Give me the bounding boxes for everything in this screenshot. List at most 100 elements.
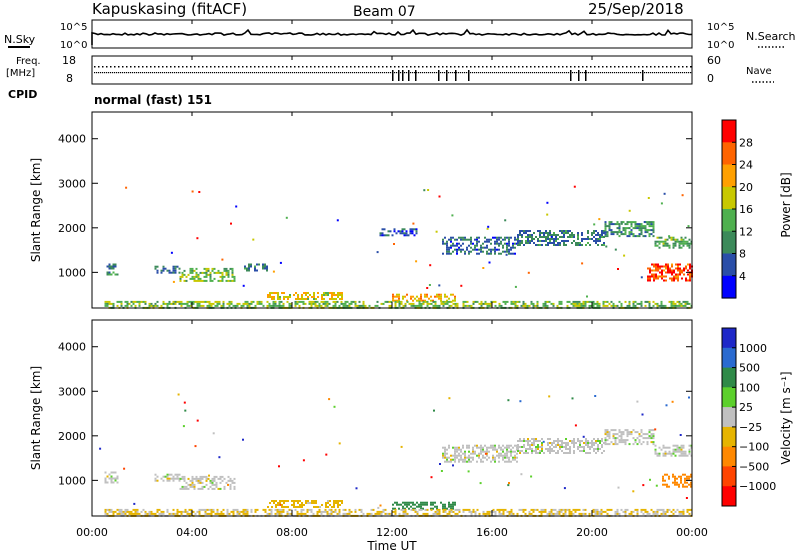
range-gate-cell bbox=[510, 236, 512, 239]
range-gate-cell bbox=[536, 304, 539, 307]
nave-dot bbox=[250, 72, 252, 74]
scatter-gate-cell bbox=[614, 248, 617, 251]
nave-dot bbox=[312, 72, 314, 74]
range-gate-cell bbox=[514, 450, 516, 453]
range-gate-cell bbox=[446, 448, 448, 451]
range-gate-cell bbox=[496, 508, 499, 511]
range-gate-cell bbox=[230, 510, 233, 513]
range-gate-cell bbox=[210, 512, 213, 515]
range-gate-cell bbox=[512, 300, 515, 303]
nave-dot bbox=[674, 72, 676, 74]
range-gate-cell bbox=[383, 234, 386, 237]
range-gate-cell bbox=[563, 234, 565, 236]
range-gate-cell bbox=[298, 512, 301, 515]
range-gate-cell bbox=[215, 483, 218, 486]
scatter-gate-cell bbox=[172, 280, 175, 283]
range-gate-cell bbox=[634, 227, 637, 230]
range-gate-cell bbox=[539, 452, 541, 454]
range-gate-cell bbox=[185, 485, 188, 488]
power-heatmap bbox=[104, 185, 693, 309]
range-gate-cell bbox=[680, 454, 683, 457]
range-gate-cell bbox=[440, 501, 442, 504]
range-gate-cell bbox=[628, 221, 631, 224]
range-gate-cell bbox=[644, 300, 647, 303]
range-gate-cell bbox=[620, 231, 623, 234]
range-gate-cell bbox=[446, 452, 448, 455]
nave-dot bbox=[264, 72, 266, 74]
nave-dot bbox=[178, 72, 180, 74]
range-gate-cell bbox=[231, 271, 234, 274]
range-gate-cell bbox=[604, 433, 607, 436]
range-gate-cell bbox=[446, 300, 449, 303]
range-gate-cell bbox=[454, 295, 456, 298]
range-gate-cell bbox=[346, 304, 349, 307]
range-gate-cell bbox=[664, 473, 666, 476]
nave-dot bbox=[410, 72, 412, 74]
freq-dot bbox=[122, 66, 124, 68]
range-gate-cell bbox=[597, 450, 599, 452]
range-gate-cell bbox=[199, 475, 202, 478]
range-gate-cell bbox=[657, 277, 659, 280]
range-gate-cell bbox=[525, 236, 527, 238]
range-gate-cell bbox=[494, 248, 496, 251]
range-gate-cell bbox=[527, 438, 529, 440]
range-gate-cell bbox=[494, 246, 496, 249]
range-gate-cell bbox=[188, 508, 191, 511]
range-gate-cell bbox=[191, 271, 194, 274]
range-gate-cell bbox=[591, 446, 593, 448]
range-gate-cell bbox=[492, 444, 494, 447]
scatter-gate-cell bbox=[377, 506, 380, 509]
range-gate-cell bbox=[402, 297, 404, 300]
range-gate-cell bbox=[181, 487, 184, 490]
range-gate-cell bbox=[642, 227, 645, 230]
freq-dot bbox=[650, 66, 652, 68]
range-gate-cell bbox=[213, 477, 216, 480]
range-gate-cell bbox=[337, 502, 339, 504]
range-gate-cell bbox=[470, 510, 473, 513]
range-gate-cell bbox=[162, 265, 165, 268]
range-gate-cell bbox=[689, 265, 691, 268]
range-gate-cell bbox=[659, 271, 661, 274]
colorbar-tick-label: −100 bbox=[739, 441, 769, 454]
range-gate-cell bbox=[106, 475, 109, 478]
range-gate-cell bbox=[231, 481, 234, 484]
range-gate-cell bbox=[486, 452, 488, 455]
nave-dot bbox=[574, 72, 576, 74]
nsky-label: N.Sky bbox=[4, 33, 36, 46]
range-gate-cell bbox=[189, 479, 192, 482]
range-gate-cell bbox=[254, 508, 257, 511]
range-gate-cell bbox=[207, 269, 210, 272]
freq-dot bbox=[286, 66, 288, 68]
range-gate-cell bbox=[679, 273, 681, 276]
range-gate-cell bbox=[424, 300, 427, 303]
range-gate-cell bbox=[179, 487, 182, 490]
range-gate-cell bbox=[206, 300, 209, 303]
range-gate-cell bbox=[426, 503, 428, 506]
freq-dot bbox=[366, 66, 368, 68]
range-gate-cell bbox=[581, 240, 583, 242]
range-gate-cell bbox=[562, 508, 565, 511]
range-gate-cell bbox=[187, 273, 190, 276]
range-gate-cell bbox=[204, 510, 207, 513]
range-gate-cell bbox=[220, 304, 223, 307]
range-gate-cell bbox=[585, 452, 587, 454]
range-gate-cell bbox=[529, 236, 531, 238]
range-gate-cell bbox=[233, 279, 236, 282]
range-gate-cell bbox=[512, 512, 515, 515]
freq-dot bbox=[350, 66, 352, 68]
scatter-gate-cell bbox=[430, 476, 433, 479]
range-gate-cell bbox=[646, 443, 649, 446]
range-gate-cell bbox=[174, 512, 177, 515]
range-gate-cell bbox=[267, 296, 269, 298]
range-gate-cell bbox=[531, 448, 533, 450]
range-gate-cell bbox=[557, 234, 559, 236]
range-gate-cell bbox=[181, 475, 184, 478]
nave-dot bbox=[198, 72, 200, 74]
nave-dot bbox=[196, 72, 198, 74]
nave-dot bbox=[396, 72, 398, 74]
freq-dot bbox=[266, 66, 268, 68]
scatter-gate-cell bbox=[427, 189, 430, 191]
range-gate-cell bbox=[514, 252, 516, 255]
range-gate-cell bbox=[219, 475, 222, 478]
range-gate-cell bbox=[248, 267, 250, 270]
